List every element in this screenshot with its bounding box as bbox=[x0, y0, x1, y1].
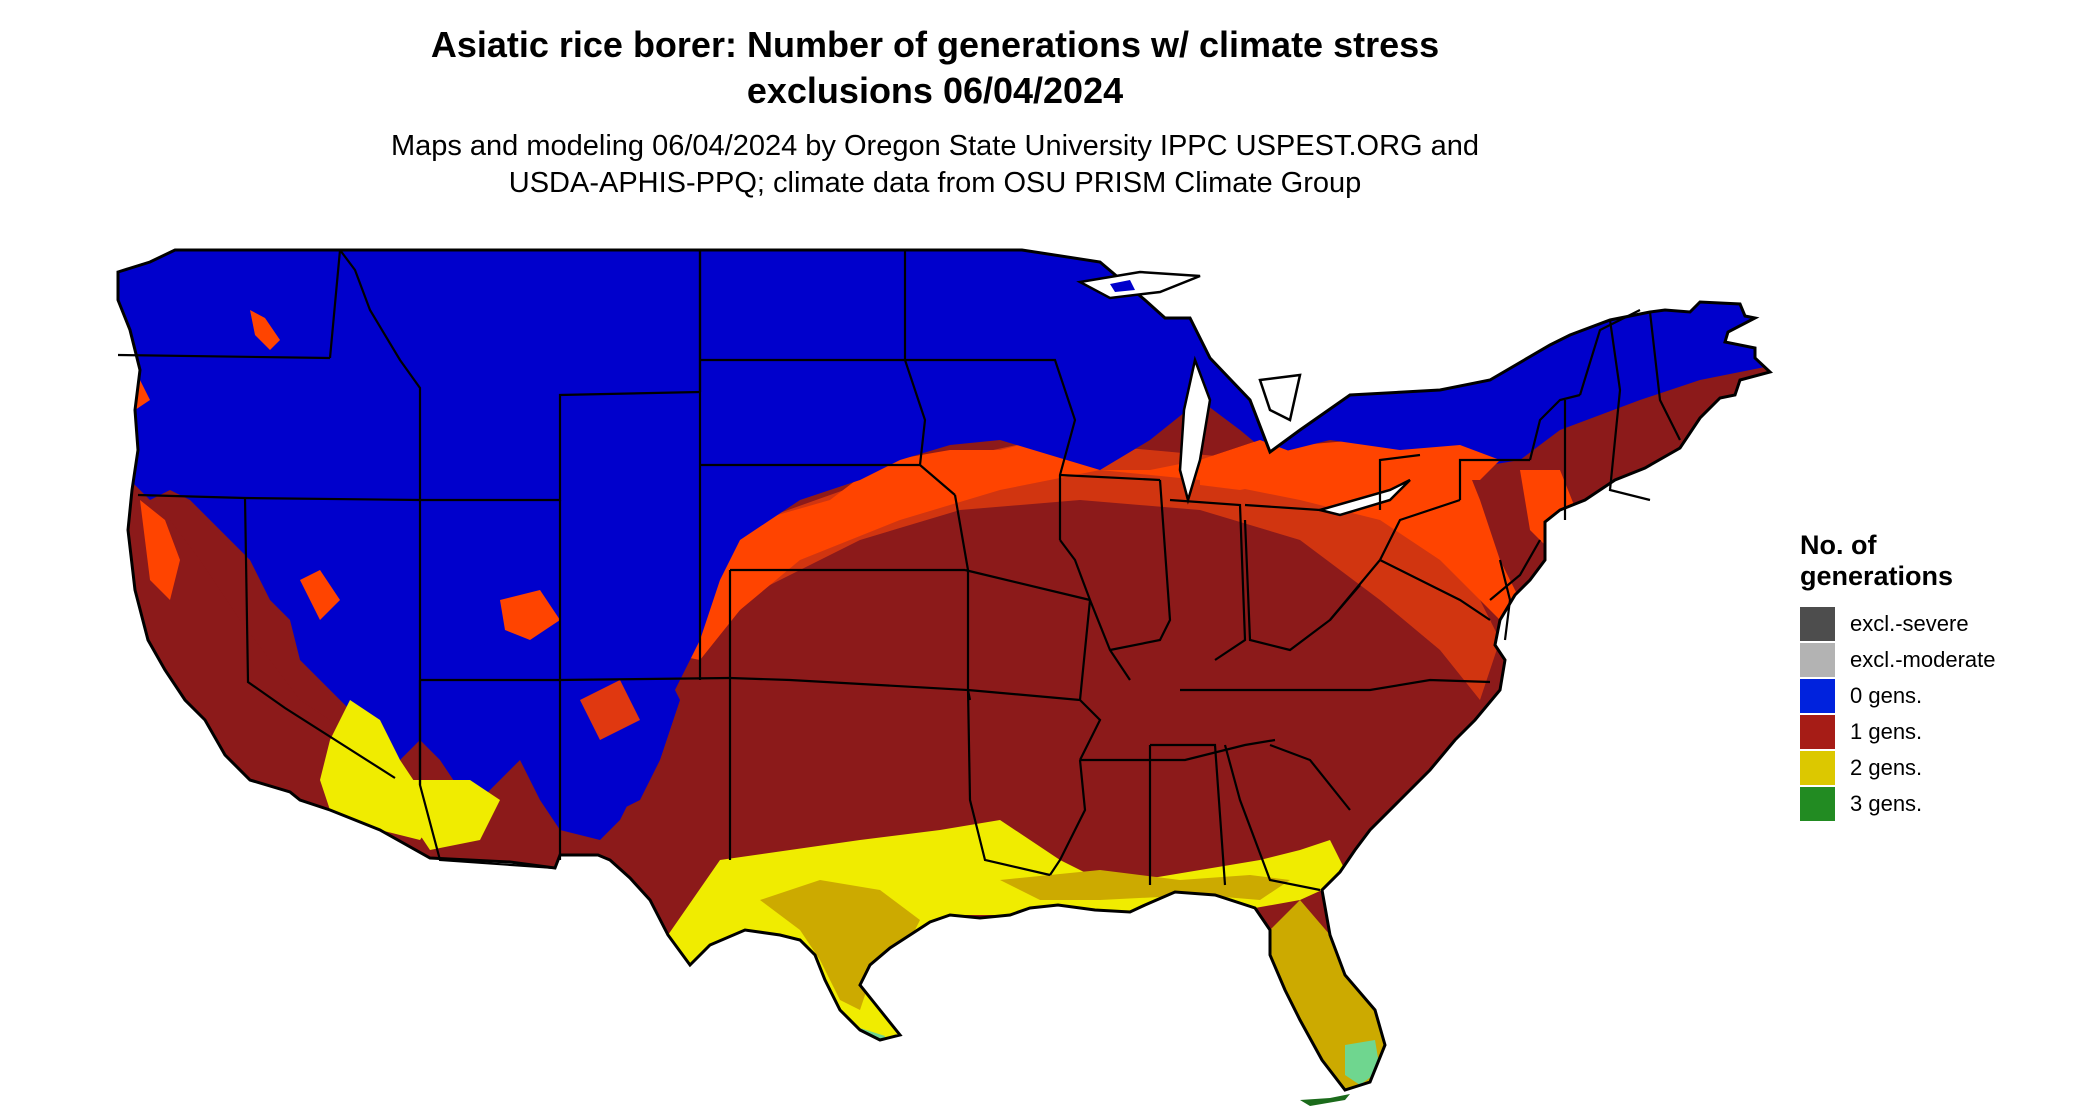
lake-huron bbox=[1258, 373, 1302, 422]
legend-title: No. of generations bbox=[1800, 530, 2090, 592]
legend-label: 0 gens. bbox=[1850, 683, 1923, 708]
title-line-2: exclusions 06/04/2024 bbox=[746, 70, 1124, 111]
legend-item-0-gens: 0 gens. bbox=[1800, 678, 2090, 714]
legend-label: excl.-moderate bbox=[1850, 647, 1996, 672]
south-florida-coast bbox=[1345, 1040, 1380, 1085]
florida-keys bbox=[1300, 1094, 1350, 1106]
state-borders bbox=[117, 249, 1681, 892]
legend-title-line-2: generations bbox=[1800, 561, 1954, 591]
legend-swatch bbox=[1800, 715, 1835, 749]
title-line-1: Asiatic rice borer: Number of generation… bbox=[430, 24, 1440, 65]
lake-erie bbox=[1315, 478, 1411, 517]
legend-item-excl-severe: excl.-severe bbox=[1800, 606, 2090, 642]
michigan-one-gen bbox=[1200, 440, 1300, 490]
florida-two-gens bbox=[1270, 900, 1385, 1090]
utah-one-gen-patch bbox=[500, 590, 560, 640]
legend-label: 1 gens. bbox=[1850, 719, 1923, 744]
map-subtitle: Maps and modeling 06/04/2024 by Oregon S… bbox=[0, 128, 1870, 202]
legend: No. of generations excl.-severe excl.-mo… bbox=[1800, 530, 2090, 822]
legend-item-3-gens: 3 gens. bbox=[1800, 786, 2090, 822]
subtitle-line-1: Maps and modeling 06/04/2024 by Oregon S… bbox=[390, 130, 1480, 162]
subtitle-line-2: USDA-APHIS-PPQ; climate data from OSU PR… bbox=[508, 167, 1362, 199]
nevada-one-gen-patch bbox=[300, 570, 340, 620]
one-gen-light-band bbox=[650, 440, 1520, 660]
isle-royale bbox=[1110, 280, 1135, 292]
ohio-one-gen bbox=[1400, 445, 1500, 480]
texas-two-gens-dark bbox=[760, 880, 920, 1010]
legend-swatch bbox=[1800, 751, 1835, 785]
legend-label: 2 gens. bbox=[1850, 755, 1923, 780]
legend-item-1-gens: 1 gens. bbox=[1800, 714, 2090, 750]
columbia-basin-one-gen bbox=[250, 310, 280, 350]
legend-item-2-gens: 2 gens. bbox=[1800, 750, 2090, 786]
new-mexico-one-gen-patch bbox=[580, 680, 640, 740]
california-coast-orange bbox=[140, 500, 180, 600]
lake-superior bbox=[1076, 270, 1201, 300]
legend-swatch bbox=[1800, 679, 1835, 713]
legend-swatch bbox=[1800, 787, 1835, 821]
gulf-coast-two-gens-dark bbox=[1000, 870, 1290, 900]
legend-swatch bbox=[1800, 607, 1835, 641]
california-one-gen-region bbox=[145, 520, 390, 800]
map-title: Asiatic rice borer: Number of generation… bbox=[0, 22, 1870, 114]
legend-label: excl.-severe bbox=[1850, 611, 1969, 636]
southwest-highlands-zero-gens bbox=[430, 620, 680, 820]
lake-michigan bbox=[1178, 355, 1212, 505]
sonoran-two-gens bbox=[400, 780, 500, 850]
legend-swatch bbox=[1800, 643, 1835, 677]
legend-item-excl-moderate: excl.-moderate bbox=[1800, 642, 2090, 678]
legend-label: 3 gens. bbox=[1850, 791, 1923, 816]
legend-title-line-1: No. of bbox=[1800, 530, 1877, 560]
